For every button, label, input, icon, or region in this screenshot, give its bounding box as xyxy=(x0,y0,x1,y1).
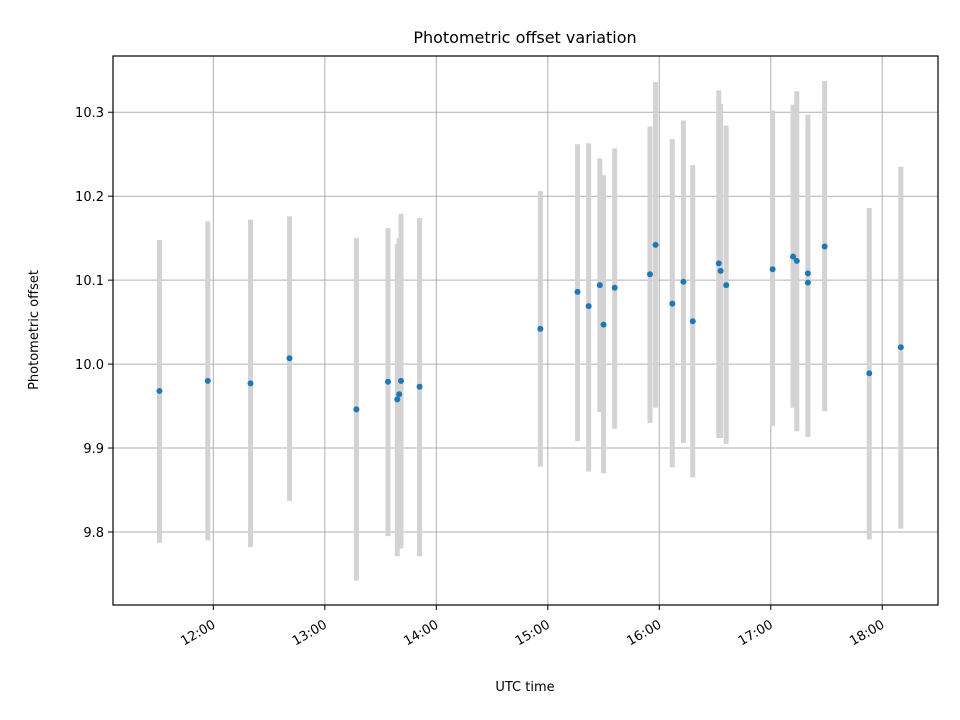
data-point xyxy=(646,271,653,278)
data-point xyxy=(652,241,659,248)
data-point xyxy=(396,391,403,398)
data-point xyxy=(897,344,904,351)
data-point xyxy=(611,284,618,291)
chart-title: Photometric offset variation xyxy=(413,28,636,47)
data-point xyxy=(790,253,797,260)
data-point xyxy=(574,288,581,295)
y-tick-label: 10.2 xyxy=(75,190,104,205)
data-point xyxy=(204,377,211,384)
data-point xyxy=(600,321,607,328)
y-tick-label: 10.3 xyxy=(75,106,104,121)
data-point xyxy=(689,318,696,325)
data-point xyxy=(286,355,293,362)
data-point xyxy=(398,377,405,384)
data-point xyxy=(385,378,391,385)
y-tick-label: 9.9 xyxy=(83,442,104,457)
data-point xyxy=(537,325,544,332)
y-tick-label: 10.1 xyxy=(75,274,104,289)
data-point xyxy=(680,278,687,285)
data-point xyxy=(715,260,722,267)
y-tick-label: 9.8 xyxy=(83,526,104,541)
data-point xyxy=(717,267,724,274)
data-point xyxy=(596,282,603,289)
data-point xyxy=(793,257,800,264)
x-axis-label: UTC time xyxy=(495,680,554,695)
data-point xyxy=(156,387,163,394)
y-axis-label: Photometric offset xyxy=(27,270,42,390)
y-axis-ticks: 9.8 9.9 10.0 10.1 10.2 10.3 xyxy=(75,106,113,541)
data-point xyxy=(353,406,360,413)
data-point xyxy=(769,266,776,273)
plot-frame xyxy=(112,55,939,606)
data-point xyxy=(723,282,730,289)
data-point xyxy=(394,396,401,403)
data-point xyxy=(247,380,254,387)
data-point xyxy=(585,303,592,310)
data-point xyxy=(866,370,873,377)
y-tick-label: 10.0 xyxy=(75,358,104,373)
data-point xyxy=(804,279,811,286)
data-point xyxy=(804,270,811,277)
data-point xyxy=(416,383,423,390)
data-points xyxy=(156,241,904,413)
data-point xyxy=(821,243,828,250)
data-point xyxy=(669,300,676,307)
